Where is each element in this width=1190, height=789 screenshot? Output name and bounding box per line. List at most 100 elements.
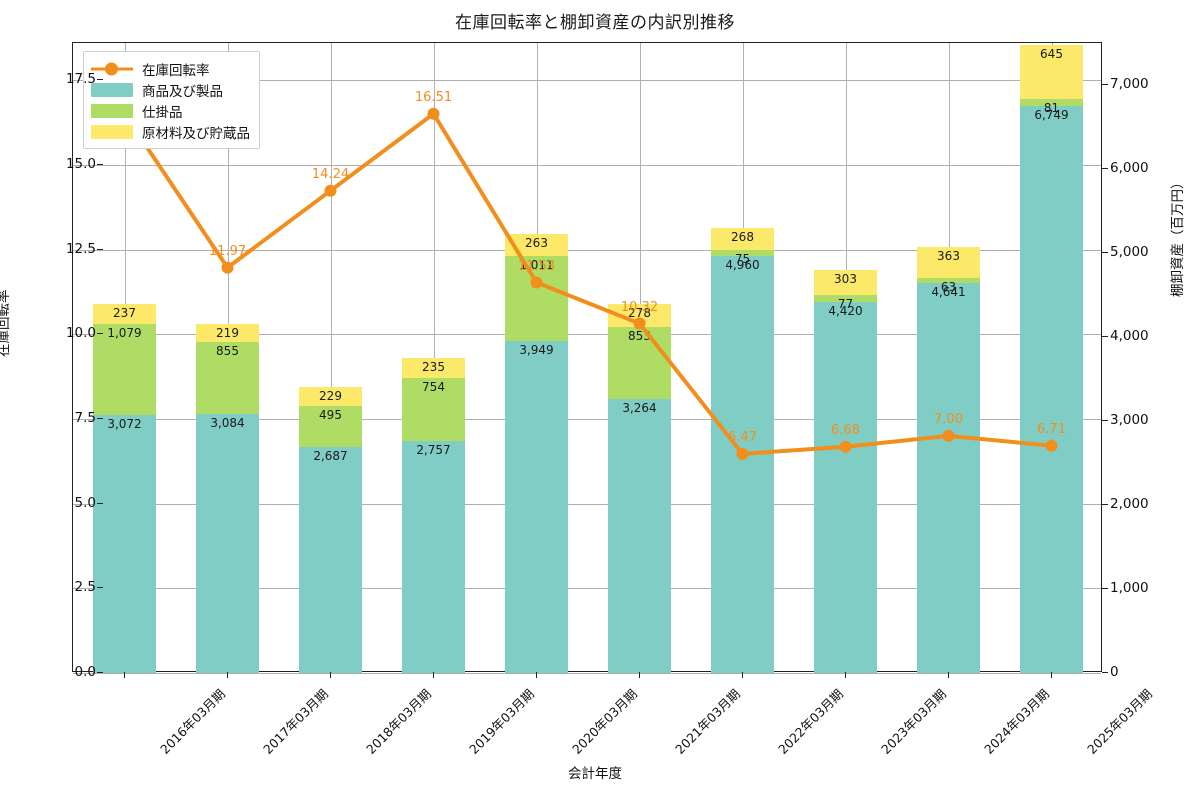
legend-line-icon: [91, 62, 133, 76]
tick-mark: [1102, 588, 1108, 590]
bar-segment-label: 229: [319, 388, 342, 403]
y-axis-left-tick-label: 0.0: [44, 664, 103, 680]
tick-mark: [1102, 168, 1108, 170]
bar-segment: [92, 415, 157, 673]
gridline-horizontal: [73, 673, 1101, 674]
plot-area: 3,072 1,079 237 3,084 855 219 2,687 495 229 2,757…: [72, 42, 1102, 674]
x-axis-tick-mark: [123, 672, 125, 678]
bar-segment-label: 2,757: [416, 443, 451, 458]
line-point-label: 14.24: [311, 166, 350, 182]
bar-segment: [1019, 106, 1084, 673]
tick-mark: [1102, 504, 1108, 506]
bar-segment: [710, 256, 775, 673]
legend-item[interactable]: 原材料及び貯蔵品: [91, 121, 250, 142]
legend-item-label: 商品及び製品: [142, 83, 223, 100]
gridline-horizontal: [73, 503, 1101, 505]
bar-segment-label: 3,264: [622, 400, 657, 415]
tick-mark: [97, 163, 103, 166]
x-axis-tick-label: 2021年03月期: [671, 686, 743, 757]
y-axis-right-tick-label: 0: [1102, 664, 1172, 680]
tick-mark: [1102, 420, 1108, 422]
x-axis-tick-label: 2017年03月期: [259, 686, 331, 757]
y-axis-left-title: 在庫回転率: [0, 289, 12, 358]
gridline-horizontal: [73, 588, 1101, 590]
bar-segment-label: 268: [731, 229, 754, 244]
bar-segment-label: 645: [1040, 47, 1063, 62]
y-axis-right-tick-label: 5,000: [1102, 244, 1172, 260]
line-point-label: 11.97: [208, 243, 247, 259]
y-axis-right-tick-label: 7,000: [1102, 76, 1172, 92]
chart-title: 在庫回転率と棚卸資産の内訳別推移: [455, 13, 735, 33]
x-axis-tick-mark: [1050, 672, 1052, 678]
legend: 在庫回転率商品及び製品 仕掛品 原材料及び貯蔵品: [83, 51, 260, 149]
legend-swatch-icon: [91, 124, 133, 139]
y-axis-right-tick-label: 3,000: [1102, 412, 1172, 428]
tick-mark: [97, 248, 103, 250]
line-point-label: 11.53: [517, 258, 556, 274]
bar-segment-label: 235: [422, 360, 445, 375]
legend-item-label: 仕掛品: [142, 104, 183, 121]
legend-item-label: 在庫回転率: [142, 62, 210, 79]
bar-segment-label: 363: [937, 249, 960, 264]
bar-segment-label: 853: [628, 329, 651, 344]
bar-segment-label: 2,687: [313, 449, 348, 464]
tick-mark: [97, 672, 103, 674]
line-point-label: 6.47: [728, 429, 757, 445]
y-axis-right-tick-label: 4,000: [1102, 328, 1172, 344]
legend-swatch-icon: [91, 103, 133, 118]
x-axis-tick-label: 2025年03月期: [1083, 686, 1155, 757]
tick-mark: [97, 418, 103, 420]
bar-segment-label: 3,072: [107, 417, 142, 431]
bar-segment: [1019, 45, 1084, 100]
line-point-label: 16.51: [414, 89, 453, 105]
y-axis-left-tick-label: 5.0: [44, 495, 103, 511]
x-axis-tick-label: 2020年03月期: [568, 686, 640, 757]
bar-segment-label: 75: [734, 252, 751, 267]
tick-mark: [97, 587, 103, 589]
bar-segment-label: 3,084: [210, 415, 245, 430]
bar-segment-label: 237: [113, 306, 136, 321]
line-point-label: 6.68: [831, 422, 860, 438]
bar-segment: [401, 441, 466, 673]
tick-mark: [97, 333, 103, 335]
x-axis-tick-mark: [535, 672, 537, 678]
bar-segment: [1019, 99, 1084, 107]
tick-mark: [1102, 672, 1108, 674]
bar-segment-label: 3,949: [519, 343, 554, 358]
bar-segment-label: 754: [422, 380, 445, 395]
x-axis-tick-mark: [329, 672, 331, 678]
x-axis-tick-label: 2024年03月期: [980, 686, 1052, 757]
bar-segment: [607, 398, 672, 673]
bar-segment: [813, 301, 878, 673]
x-axis-tick-label: 2018年03月期: [362, 686, 434, 757]
bar-segment-label: 1,079: [107, 326, 142, 341]
x-axis-tick-label: 2023年03月期: [877, 686, 949, 757]
bar-segment: [298, 447, 363, 673]
line-point-label: 10.32: [620, 299, 659, 315]
bar-segment-label: 81: [1043, 101, 1060, 116]
y-axis-left-tick-label: 2.5: [44, 579, 103, 595]
x-axis-tick-mark: [638, 672, 640, 678]
x-axis-tick-mark: [947, 672, 949, 678]
y-axis-left-tick-label: 15.0: [44, 156, 103, 172]
x-axis-tick-mark: [844, 672, 846, 678]
x-axis-title: 会計年度: [568, 766, 622, 782]
y-axis-left-tick-label: 10.0: [44, 325, 103, 341]
bar-segment-label: 77: [837, 297, 854, 312]
legend-swatch-icon: [91, 82, 133, 97]
legend-item[interactable]: 商品及び製品: [91, 79, 250, 100]
y-axis-right-tick-label: 1,000: [1102, 580, 1172, 596]
x-axis-tick-label: 2016年03月期: [156, 686, 228, 757]
bar-segment-label: 855: [216, 344, 239, 359]
y-axis-right-tick-label: 2,000: [1102, 496, 1172, 512]
x-axis-tick-label: 2019年03月期: [465, 686, 537, 757]
tick-mark: [1102, 336, 1108, 338]
y-axis-left-tick-label: 12.5: [44, 241, 103, 257]
line-point-label: 6.71: [1037, 421, 1066, 437]
bar-segment-label: 263: [525, 236, 548, 251]
legend-item[interactable]: 在庫回転率: [91, 58, 250, 79]
y-axis-left-tick-label: 7.5: [44, 410, 103, 426]
legend-item[interactable]: 仕掛品: [91, 100, 250, 121]
tick-mark: [1102, 84, 1108, 86]
